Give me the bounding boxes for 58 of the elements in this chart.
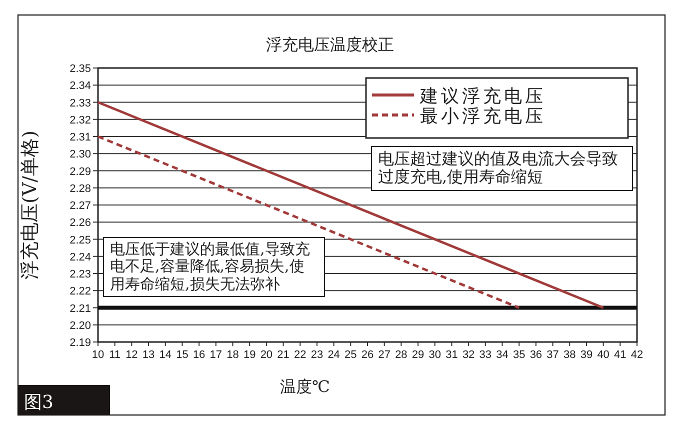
- x-tick-label: 32: [462, 349, 475, 361]
- x-tick-label: 35: [512, 349, 526, 361]
- x-tick-label: 14: [159, 349, 172, 361]
- x-tick-label: 36: [530, 349, 542, 361]
- x-tick-label: 25: [344, 349, 357, 361]
- x-axis-title: 温度℃: [280, 377, 330, 396]
- caption: 图3: [24, 392, 54, 413]
- y-tick-label: 2.20: [70, 320, 91, 332]
- x-tick-label: 37: [546, 349, 559, 361]
- y-tick-label: 2.30: [70, 148, 91, 161]
- y-tick-label: 2.26: [70, 217, 91, 230]
- x-tick-label: 33: [479, 349, 492, 361]
- annotation: 电压超过建议的值及电流大会导致过度充电,使用寿命缩短: [371, 146, 633, 191]
- y-axis-title: 浮充电压(V/单格): [19, 130, 41, 280]
- y-tick-label: 2.21: [70, 302, 91, 315]
- legend-label: 最小浮充电压: [420, 106, 546, 127]
- x-tick-label: 26: [361, 349, 374, 361]
- y-tick-label: 2.22: [70, 286, 91, 298]
- x-tick-label: 13: [142, 349, 155, 361]
- x-tick-label: 28: [395, 349, 408, 361]
- x-tick-label: 17: [210, 349, 222, 361]
- x-tick-label: 30: [428, 349, 441, 361]
- x-tick-label: 15: [176, 349, 188, 361]
- y-tick-label: 2.34: [70, 80, 91, 92]
- y-tick-label: 2.24: [70, 251, 91, 264]
- y-tick-label: 2.27: [70, 200, 91, 212]
- x-tick-label: 41: [614, 349, 626, 361]
- annotation: 电压低于建议的最低值,导致充电不足,容量降低,容易损失,使用寿命缩短,损失无法弥补: [103, 237, 325, 297]
- y-tick-label: 2.33: [70, 97, 91, 110]
- x-tick-label: 27: [378, 349, 390, 361]
- y-tick-label: 2.29: [70, 166, 91, 178]
- x-tick-label: 42: [630, 349, 644, 361]
- x-tick-label: 16: [192, 349, 206, 361]
- x-tick-label: 24: [328, 349, 340, 361]
- x-tick-label: 38: [564, 349, 576, 361]
- y-tick-label: 2.25: [70, 234, 91, 246]
- x-tick-label: 19: [243, 349, 256, 361]
- y-tick-label: 2.31: [70, 132, 91, 144]
- x-tick-label: 21: [277, 349, 290, 361]
- chart-title: 浮充电压温度校正: [266, 35, 394, 54]
- y-tick-label: 2.23: [70, 268, 91, 280]
- x-tick-label: 23: [310, 349, 324, 361]
- x-tick-label: 18: [226, 349, 239, 361]
- x-tick-label: 39: [580, 349, 593, 361]
- y-tick-label: 2.19: [70, 337, 91, 349]
- y-tick-label: 2.35: [70, 63, 91, 75]
- y-tick-label: 2.28: [70, 182, 91, 195]
- x-tick-label: 12: [126, 349, 138, 361]
- x-tick-label: 10: [92, 349, 104, 361]
- y-tick-label: 2.32: [70, 114, 91, 126]
- x-tick-label: 11: [109, 349, 121, 361]
- x-tick-label: 31: [446, 349, 458, 361]
- legend-label: 建议浮充电压: [419, 86, 546, 107]
- x-tick-label: 20: [260, 349, 273, 361]
- x-tick-label: 29: [412, 349, 424, 361]
- x-tick-label: 34: [496, 349, 508, 361]
- x-tick-label: 40: [597, 349, 610, 361]
- x-tick-label: 22: [294, 349, 306, 361]
